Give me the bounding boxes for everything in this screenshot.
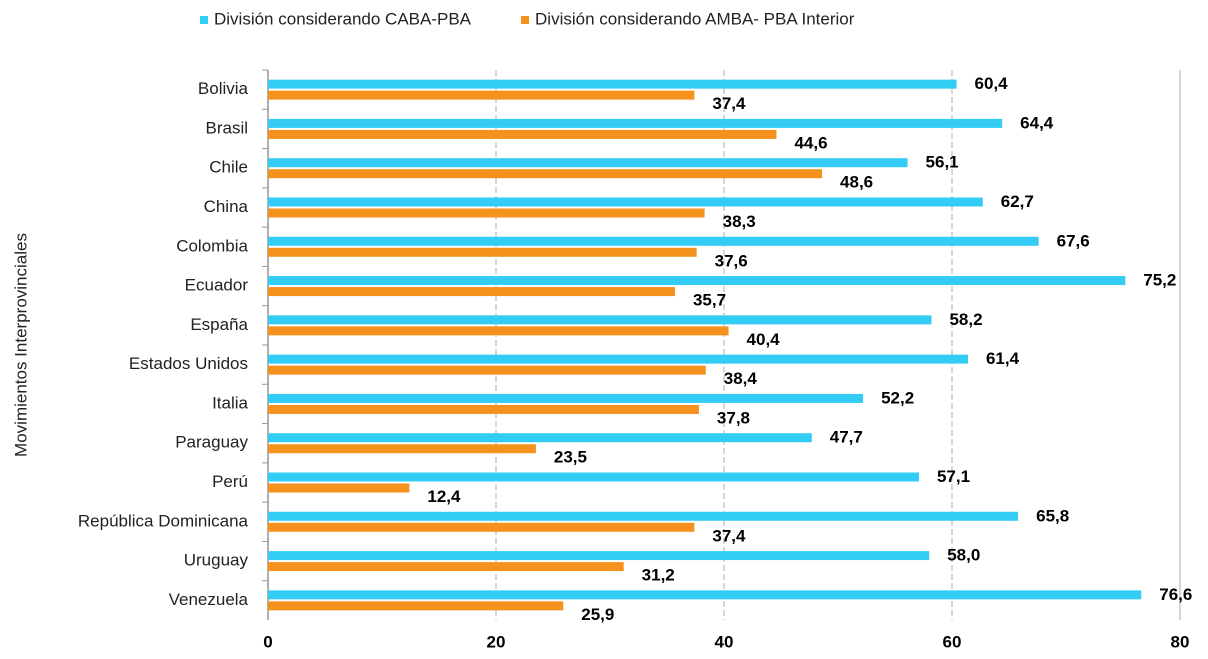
legend-label: División considerando CABA-PBA [214, 9, 472, 28]
x-tick-label: 60 [943, 632, 962, 651]
data-label: 65,8 [1036, 506, 1069, 525]
legend-swatch [521, 16, 530, 24]
y-axis-label: Movimientos Interprovinciales [11, 233, 30, 457]
y-tick-label: Chile [209, 158, 248, 177]
bar [268, 129, 777, 139]
bar [268, 247, 697, 257]
y-tick-label: Colombia [176, 236, 248, 255]
data-label: 37,6 [715, 251, 748, 270]
data-label: 35,7 [693, 291, 726, 310]
bar [268, 326, 729, 336]
data-label: 57,1 [937, 467, 970, 486]
y-tick-label: Italia [212, 393, 248, 412]
y-tick-label: China [204, 197, 249, 216]
x-tick-label: 40 [715, 632, 734, 651]
x-tick-label: 0 [263, 632, 272, 651]
bar [268, 590, 1142, 600]
data-label: 37,8 [717, 408, 750, 427]
y-tick-label: Bolivia [198, 79, 249, 98]
data-label: 25,9 [581, 605, 614, 624]
data-label: 56,1 [926, 153, 959, 172]
bar [268, 562, 624, 572]
bar [268, 79, 957, 89]
y-tick-label: República Dominicana [78, 511, 249, 530]
data-label: 58,0 [947, 546, 980, 565]
bar [268, 197, 983, 207]
data-label: 44,6 [794, 133, 827, 152]
bar [268, 601, 564, 611]
bar [268, 511, 1019, 521]
data-label: 37,4 [712, 94, 746, 113]
data-label: 58,2 [949, 310, 982, 329]
bar [268, 483, 410, 493]
bar [268, 169, 823, 179]
data-label: 76,6 [1159, 585, 1192, 604]
bar [268, 393, 864, 403]
bar [268, 433, 812, 443]
data-label: 47,7 [830, 428, 863, 447]
bar [268, 365, 706, 375]
legend-label: División considerando AMBA- PBA Interior [535, 9, 855, 28]
y-tick-label: España [190, 315, 248, 334]
data-label: 61,4 [986, 349, 1020, 368]
x-tick-label: 80 [1171, 632, 1190, 651]
bar [268, 158, 908, 168]
data-label: 23,5 [554, 448, 587, 467]
data-label: 67,6 [1057, 231, 1090, 250]
bar [268, 287, 675, 297]
y-tick-label: Estados Unidos [129, 354, 248, 373]
bar [268, 444, 536, 454]
bar [268, 315, 932, 325]
data-label: 75,2 [1143, 271, 1176, 290]
data-label: 60,4 [975, 74, 1009, 93]
bar [268, 90, 695, 100]
data-label: 52,2 [881, 388, 914, 407]
bar [268, 404, 699, 414]
y-tick-label: Venezuela [169, 590, 249, 609]
data-label: 37,4 [712, 526, 746, 545]
data-label: 40,4 [747, 330, 781, 349]
bar [268, 276, 1126, 286]
bar [268, 208, 705, 218]
legend-swatch [200, 16, 208, 24]
y-tick-label: Ecuador [185, 276, 249, 295]
data-label: 38,3 [723, 212, 756, 231]
data-label: 48,6 [840, 173, 873, 192]
data-label: 38,4 [724, 369, 758, 388]
bar [268, 522, 695, 532]
x-tick-label: 20 [487, 632, 506, 651]
bar [268, 354, 968, 364]
data-label: 64,4 [1020, 113, 1054, 132]
bar [268, 472, 919, 482]
y-tick-label: Brasil [205, 118, 248, 137]
data-label: 62,7 [1001, 192, 1034, 211]
data-label: 12,4 [427, 487, 461, 506]
data-label: 31,2 [642, 566, 675, 585]
y-tick-label: Paraguay [175, 433, 248, 452]
y-tick-label: Uruguay [184, 551, 249, 570]
bar [268, 118, 1003, 128]
bar [268, 236, 1039, 246]
bar [268, 551, 930, 561]
y-tick-label: Perú [212, 472, 248, 491]
